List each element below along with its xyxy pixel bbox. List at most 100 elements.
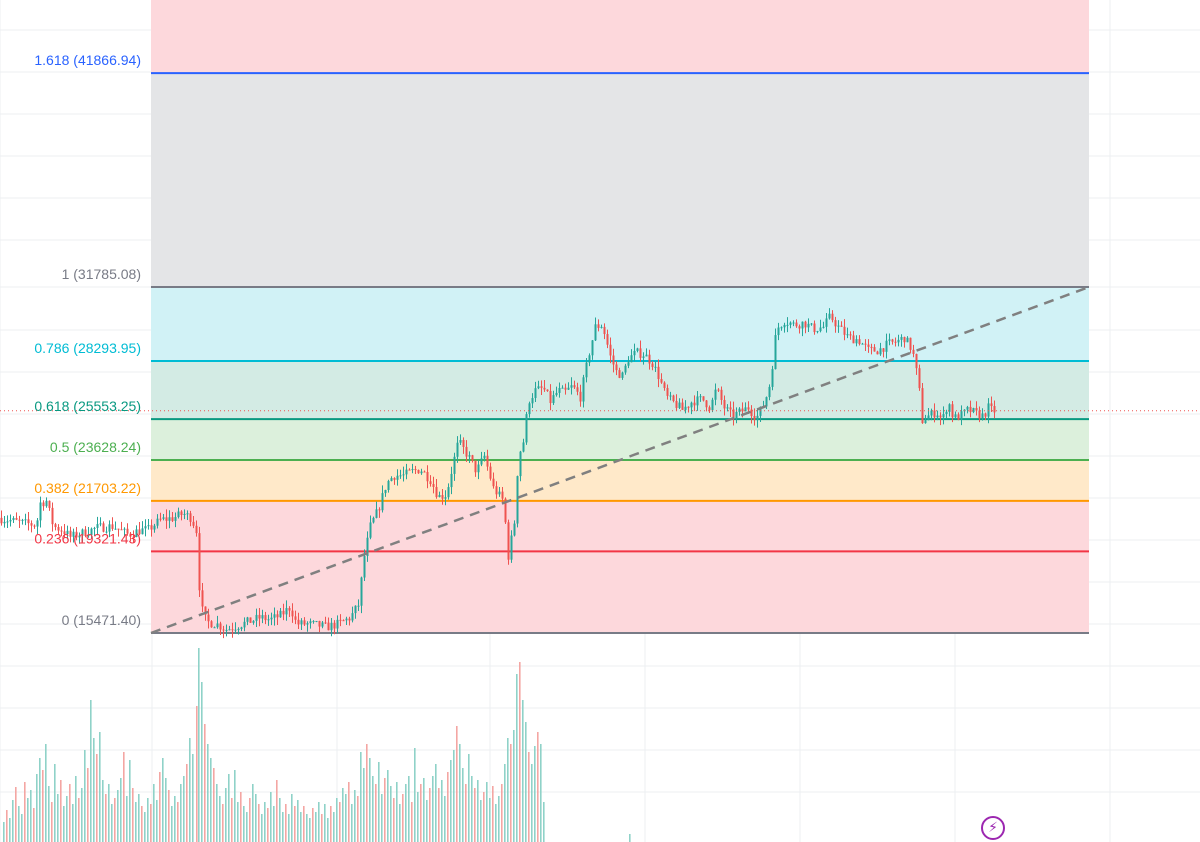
candle-body <box>294 616 297 620</box>
volume-bar <box>360 752 362 842</box>
candle-body <box>729 407 732 410</box>
candle-body <box>882 348 885 352</box>
volume-bar <box>540 744 542 842</box>
candle-body <box>780 327 783 329</box>
candle-body <box>447 487 450 498</box>
candle-body <box>42 502 45 507</box>
candle-body <box>132 536 135 538</box>
candle-body <box>819 327 822 332</box>
candle-body <box>630 355 633 363</box>
volume-bar <box>339 802 341 842</box>
volume-bar <box>6 810 8 842</box>
volume-bar <box>162 758 164 842</box>
candle-body <box>105 531 108 533</box>
candle-body <box>618 370 621 378</box>
candle-body <box>423 471 426 473</box>
candle-body <box>348 618 351 621</box>
volume-bar <box>453 750 455 842</box>
candle-body <box>876 351 879 355</box>
fib-trendline[interactable] <box>150 285 1090 635</box>
volume-bar <box>315 812 317 842</box>
candle-body <box>657 366 660 380</box>
fib-level-label: 0 (15471.40) <box>62 612 141 628</box>
candle-body <box>825 318 828 327</box>
candle-body <box>633 350 636 356</box>
candle-body <box>789 322 792 325</box>
volume-bar <box>153 784 155 842</box>
volume-bar <box>447 772 449 842</box>
volume-bar <box>501 784 503 842</box>
fib-trend-line <box>150 285 1090 635</box>
candle-body <box>36 520 39 527</box>
fib-zone-above <box>151 0 1089 74</box>
volume-bar <box>243 806 245 842</box>
candle-body <box>795 322 798 327</box>
candle-body <box>678 402 681 408</box>
candle-body <box>783 324 786 328</box>
candle-body <box>159 518 162 520</box>
candle-body <box>234 629 237 631</box>
volume-bar <box>408 776 410 842</box>
candle-body <box>981 413 984 419</box>
candle-body <box>345 618 348 621</box>
fib-level-label: 0.382 (21703.22) <box>34 480 141 496</box>
candle-body <box>18 519 21 521</box>
candle-body <box>747 407 750 410</box>
candle-body <box>192 521 195 526</box>
volume-bar <box>102 780 104 842</box>
volume-bar <box>477 780 479 842</box>
candle-body <box>885 340 888 352</box>
volume-bar <box>39 758 41 842</box>
volume-bar <box>147 798 149 842</box>
candle-body <box>369 522 372 538</box>
candle-body <box>837 325 840 327</box>
candle-body <box>531 398 534 404</box>
candle-body <box>219 623 222 630</box>
candle-body <box>483 455 486 459</box>
volume-bar <box>357 796 359 842</box>
candle-body <box>81 529 84 536</box>
volume-bar <box>258 804 260 842</box>
candle-body <box>798 326 801 329</box>
candle-body <box>861 343 864 345</box>
volume-bar <box>180 784 182 842</box>
candle-body <box>456 442 459 457</box>
candle-body <box>474 460 477 473</box>
candle-body <box>333 622 336 629</box>
candle-body <box>771 369 774 387</box>
candle-body <box>204 606 207 615</box>
volume-bar <box>135 802 137 842</box>
candle-body <box>189 513 192 522</box>
candle-body <box>867 344 870 347</box>
fib-level-label: 0.786 (28293.95) <box>34 340 141 356</box>
volume-bar <box>30 790 32 842</box>
candle-body <box>261 615 264 619</box>
candle-body <box>552 395 555 404</box>
volume-bar <box>426 800 428 842</box>
fib-zone <box>151 551 1089 633</box>
candle-body <box>606 334 609 345</box>
candle-body <box>480 458 483 465</box>
volume-bar <box>9 818 11 842</box>
candle-body <box>450 473 453 488</box>
candle-body <box>12 518 15 520</box>
candle-body <box>594 324 597 341</box>
candle-body <box>168 517 171 521</box>
candle-body <box>609 344 612 356</box>
candle-body <box>351 613 354 621</box>
candle-body <box>972 408 975 413</box>
candle-body <box>582 377 585 402</box>
candle-body <box>942 414 945 418</box>
candle-body <box>969 406 972 413</box>
volume-bar <box>324 804 326 842</box>
candle-body <box>708 407 711 411</box>
candle-body <box>243 621 246 628</box>
candle-body <box>123 528 126 530</box>
candle-body <box>495 486 498 495</box>
volume-bar <box>216 784 218 842</box>
flash-button[interactable]: ⚡ <box>981 816 1005 840</box>
candle-body <box>687 406 690 408</box>
volume-bar <box>354 790 356 842</box>
candle-body <box>768 386 771 398</box>
